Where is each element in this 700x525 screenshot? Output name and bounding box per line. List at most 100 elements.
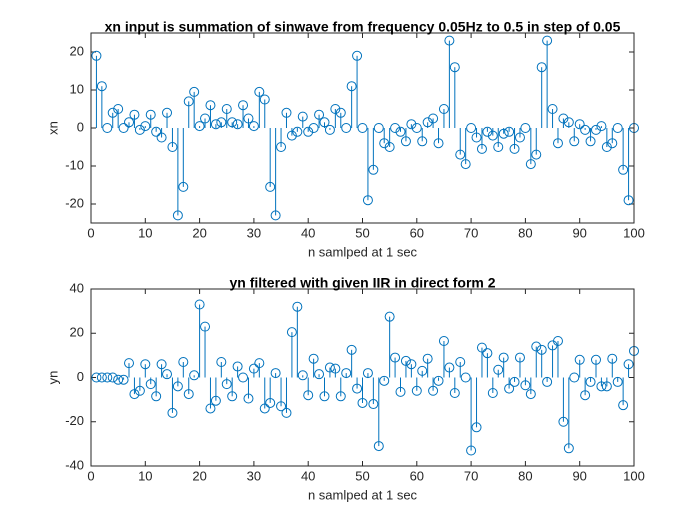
stem-marker xyxy=(384,311,395,322)
stem-marker xyxy=(200,113,211,124)
stem-marker xyxy=(558,113,569,124)
y-tick-label: -20 xyxy=(65,195,84,210)
stem-marker xyxy=(167,142,178,152)
stem-marker xyxy=(428,113,439,124)
stem-marker xyxy=(210,119,221,130)
stem-marker xyxy=(471,132,482,143)
stem-marker xyxy=(357,123,368,133)
x-tick-label: 20 xyxy=(192,225,206,240)
stem-marker xyxy=(341,123,352,133)
stem-marker xyxy=(145,109,156,120)
stem-marker xyxy=(276,142,287,152)
stem-marker xyxy=(585,376,596,387)
stem-marker xyxy=(379,375,390,386)
stem-marker xyxy=(205,100,216,111)
stem-marker xyxy=(411,123,422,133)
chart-title: xn input is summation of sinwave from fr… xyxy=(105,19,621,35)
stem-marker xyxy=(563,117,574,128)
stem-marker xyxy=(504,126,515,137)
stem-marker xyxy=(352,50,363,61)
x-tick-label: 80 xyxy=(518,225,532,240)
stem-marker xyxy=(400,136,411,147)
y-tick-label: 0 xyxy=(77,119,84,134)
stem-marker xyxy=(319,117,330,128)
stem-marker xyxy=(460,159,471,170)
stem-marker xyxy=(238,372,249,383)
stem-marker xyxy=(232,361,243,372)
stem-marker xyxy=(433,138,444,149)
stem-marker xyxy=(563,443,574,454)
stem-marker xyxy=(618,164,629,175)
x-tick-label: 0 xyxy=(87,225,94,240)
stem-marker xyxy=(390,123,401,133)
stem-marker xyxy=(194,121,205,132)
stem-marker xyxy=(162,107,173,118)
stem-marker xyxy=(428,385,439,396)
stem-marker xyxy=(520,123,531,133)
stem-marker xyxy=(194,299,205,310)
stem-marker xyxy=(178,357,189,368)
y-tick-label: 40 xyxy=(70,280,84,295)
stem-marker xyxy=(411,385,422,396)
stem-marker xyxy=(455,149,466,160)
stem-marker xyxy=(96,81,107,92)
stem-marker xyxy=(189,86,200,97)
stem-marker xyxy=(145,379,156,390)
stem-marker xyxy=(276,401,287,412)
stem-marker xyxy=(118,123,129,133)
stem-marker xyxy=(590,354,601,365)
stem-marker xyxy=(482,348,493,359)
stem-marker xyxy=(281,107,292,118)
stem-marker xyxy=(183,96,194,107)
stem-marker xyxy=(346,344,357,355)
stem-marker xyxy=(368,164,379,175)
y-axis-label: yn xyxy=(45,371,60,385)
stem-marker xyxy=(243,393,254,404)
stem-marker xyxy=(590,124,601,135)
stem-marker xyxy=(303,126,314,137)
stem-marker xyxy=(406,359,417,370)
stem-marker xyxy=(547,104,558,114)
stem-marker xyxy=(493,364,504,375)
x-tick-label: 100 xyxy=(623,468,645,483)
stem-marker xyxy=(487,130,498,141)
stem-marker xyxy=(362,195,373,206)
stem-marker xyxy=(612,123,623,133)
stem-marker xyxy=(542,376,553,387)
stem-marker xyxy=(107,107,118,118)
x-tick-label: 90 xyxy=(572,468,586,483)
stem-marker xyxy=(303,390,314,401)
stem-marker xyxy=(91,372,102,383)
stem-marker xyxy=(406,119,417,130)
stem-marker xyxy=(542,35,553,46)
stem-marker xyxy=(248,363,259,374)
stem-marker xyxy=(227,117,238,128)
stem-marker xyxy=(514,352,525,363)
stem-marker xyxy=(113,104,124,114)
axes-box xyxy=(90,32,635,224)
stem-marker xyxy=(189,370,200,381)
stem-marker xyxy=(265,181,276,192)
stem-marker xyxy=(183,389,194,400)
stem-marker xyxy=(151,126,162,137)
stem-marker xyxy=(140,121,151,132)
stem-marker xyxy=(113,374,124,385)
stem-marker xyxy=(596,381,607,392)
stem-marker xyxy=(373,441,384,452)
stem-marker xyxy=(297,111,308,122)
stem-marker xyxy=(395,386,406,397)
stem-marker xyxy=(118,374,129,385)
y-axis-label: xn xyxy=(45,121,60,135)
stem-marker xyxy=(607,138,618,149)
x-tick-label: 100 xyxy=(623,225,645,240)
stem-marker xyxy=(384,142,395,152)
x-tick-label: 30 xyxy=(247,225,261,240)
stem-marker xyxy=(335,107,346,118)
stem-marker xyxy=(243,113,254,124)
stem-marker xyxy=(129,109,140,120)
stem-marker xyxy=(433,375,444,386)
stem-marker xyxy=(449,62,460,73)
stem-marker xyxy=(335,391,346,402)
x-tick-label: 30 xyxy=(247,468,261,483)
